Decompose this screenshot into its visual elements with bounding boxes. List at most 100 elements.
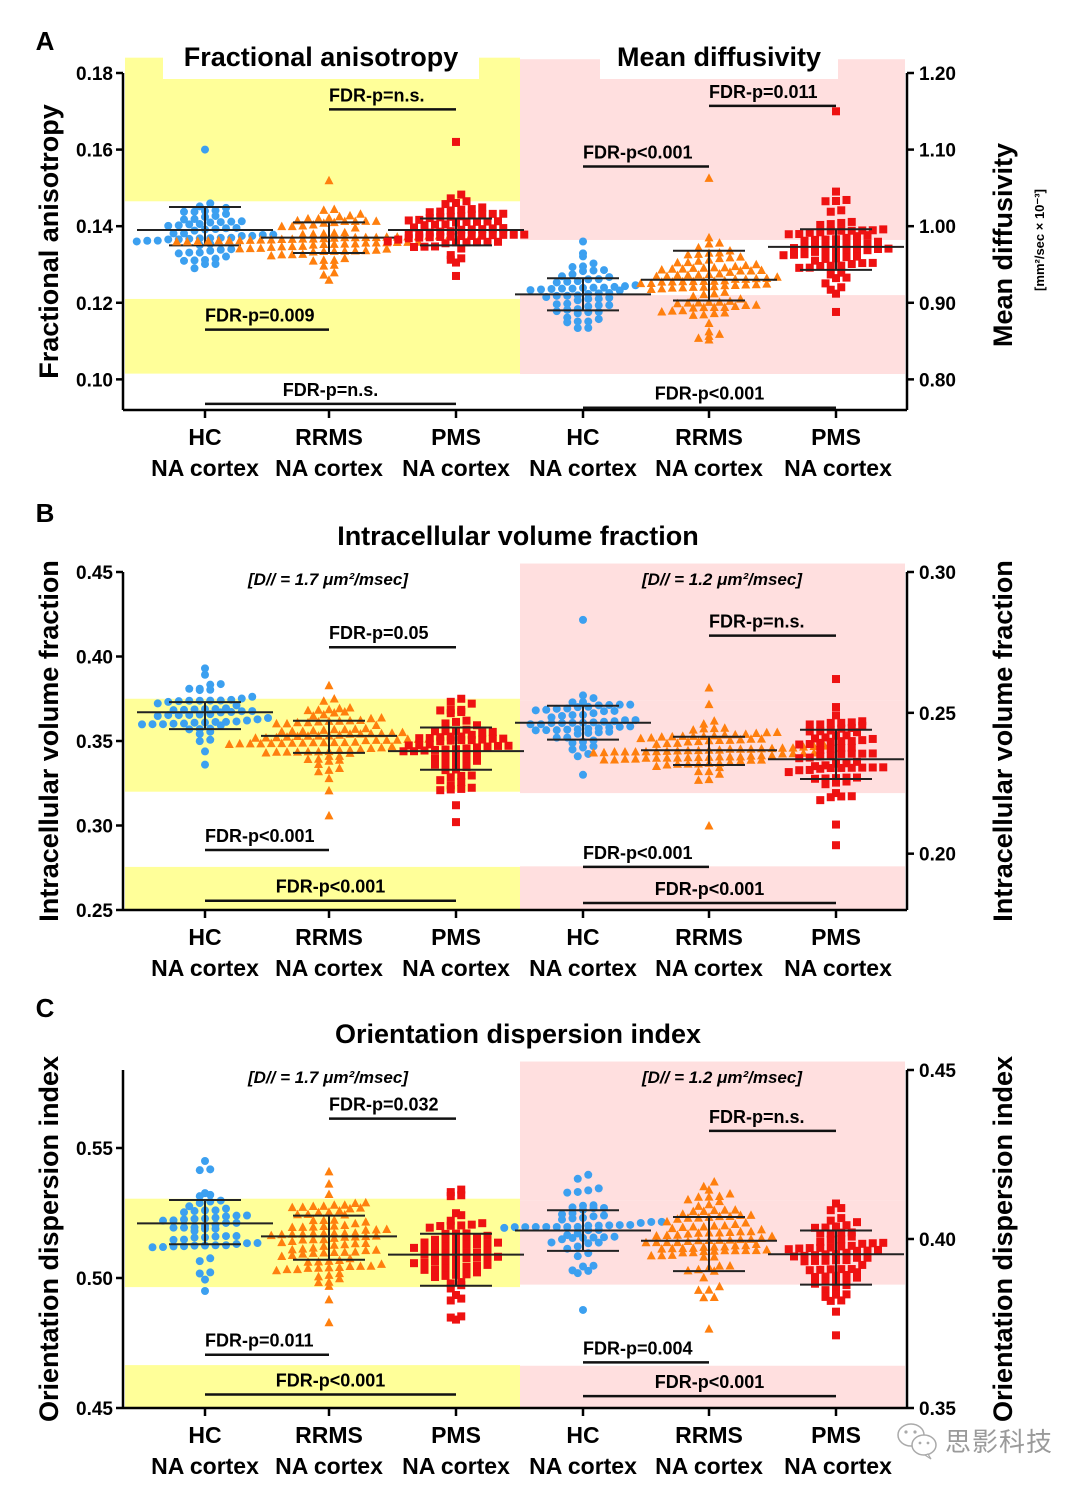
- data-point: [699, 1252, 709, 1261]
- data-point: [757, 755, 766, 764]
- data-point: [425, 233, 434, 242]
- data-point: [573, 296, 582, 305]
- data-point: [688, 1243, 698, 1252]
- data-point: [410, 223, 418, 232]
- data-point: [842, 759, 851, 768]
- data-point: [832, 107, 840, 116]
- data-point: [568, 711, 577, 720]
- data-point: [531, 1223, 540, 1232]
- data-point: [678, 305, 688, 315]
- data-point: [657, 277, 667, 286]
- data-point: [180, 215, 188, 224]
- data-point: [237, 694, 246, 703]
- data-point: [446, 785, 455, 794]
- data-point: [730, 1205, 740, 1214]
- data-point: [826, 226, 835, 235]
- data-point: [452, 199, 460, 208]
- data-point: [436, 776, 445, 785]
- data-point: [457, 232, 466, 241]
- data-point: [190, 1241, 199, 1250]
- data-point: [237, 217, 246, 226]
- data-point: [837, 1214, 846, 1223]
- x-tick-sublabel: NA cortex: [655, 955, 763, 981]
- data-point: [699, 1221, 709, 1231]
- panel-label: A: [36, 26, 55, 56]
- data-point: [537, 285, 545, 294]
- data-point: [579, 691, 587, 700]
- data-point: [821, 1286, 830, 1295]
- data-point: [584, 1266, 593, 1275]
- data-point: [826, 1216, 835, 1225]
- series-hc-icvf-1-2: [515, 615, 651, 779]
- data-point: [356, 715, 365, 724]
- data-point: [324, 810, 334, 820]
- data-point: [340, 737, 350, 747]
- data-point: [699, 302, 709, 312]
- data-point: [704, 1199, 714, 1209]
- data-point: [324, 1270, 334, 1279]
- data-point: [720, 723, 730, 732]
- data-point: [324, 275, 334, 284]
- data-point: [853, 773, 861, 782]
- data-point: [211, 1232, 220, 1241]
- data-point: [287, 249, 297, 259]
- data-point: [568, 284, 577, 293]
- data-point: [779, 251, 788, 260]
- x-tick-sublabel: NA cortex: [784, 955, 892, 981]
- data-point: [847, 1241, 856, 1250]
- data-point: [652, 1237, 661, 1247]
- data-point: [826, 1296, 835, 1305]
- significance-bracket: FDR-p<0.001: [205, 826, 329, 852]
- data-point: [600, 266, 608, 275]
- data-point: [821, 197, 830, 206]
- data-point: [298, 1235, 308, 1244]
- data-point: [329, 267, 339, 277]
- data-point: [526, 720, 535, 729]
- data-point: [431, 754, 439, 763]
- data-point: [431, 727, 439, 736]
- data-point: [688, 263, 698, 272]
- data-point: [446, 736, 455, 745]
- data-point: [837, 218, 846, 227]
- y2-tick-label: 1.00: [919, 217, 956, 238]
- p-value-label: FDR-p<0.001: [205, 826, 315, 846]
- data-point: [751, 1245, 761, 1255]
- series-hc-md: [515, 237, 651, 333]
- data-point: [858, 1260, 867, 1269]
- data-point: [335, 703, 344, 713]
- data-point: [462, 757, 471, 766]
- data-point: [805, 1266, 814, 1275]
- data-point: [547, 713, 556, 722]
- data-point: [699, 289, 709, 299]
- data-point: [652, 761, 661, 770]
- data-point: [314, 213, 323, 223]
- data-point: [180, 1235, 188, 1244]
- data-point: [350, 1218, 360, 1228]
- data-point: [842, 233, 851, 242]
- data-point: [132, 237, 141, 246]
- data-point: [725, 757, 735, 767]
- data-point: [361, 1197, 371, 1207]
- data-point: [361, 1225, 371, 1234]
- data-point: [552, 300, 561, 309]
- data-point: [816, 1229, 825, 1238]
- data-point: [568, 698, 577, 707]
- data-point: [704, 318, 714, 327]
- data-point: [387, 728, 397, 737]
- data-point: [206, 1190, 215, 1199]
- data-point: [441, 200, 450, 209]
- data-point: [811, 247, 819, 256]
- right-title: Mean diffusivity: [617, 42, 821, 72]
- data-point: [340, 239, 350, 248]
- data-point: [811, 734, 819, 743]
- significance-bracket: FDR-p<0.001: [583, 843, 709, 869]
- data-point: [657, 1250, 667, 1260]
- data-point: [287, 1250, 297, 1260]
- data-point: [725, 735, 735, 744]
- data-point: [832, 778, 840, 787]
- data-point: [816, 746, 825, 755]
- data-point: [599, 754, 609, 764]
- data-point: [452, 1291, 460, 1300]
- data-point: [751, 728, 761, 738]
- data-point: [382, 735, 392, 744]
